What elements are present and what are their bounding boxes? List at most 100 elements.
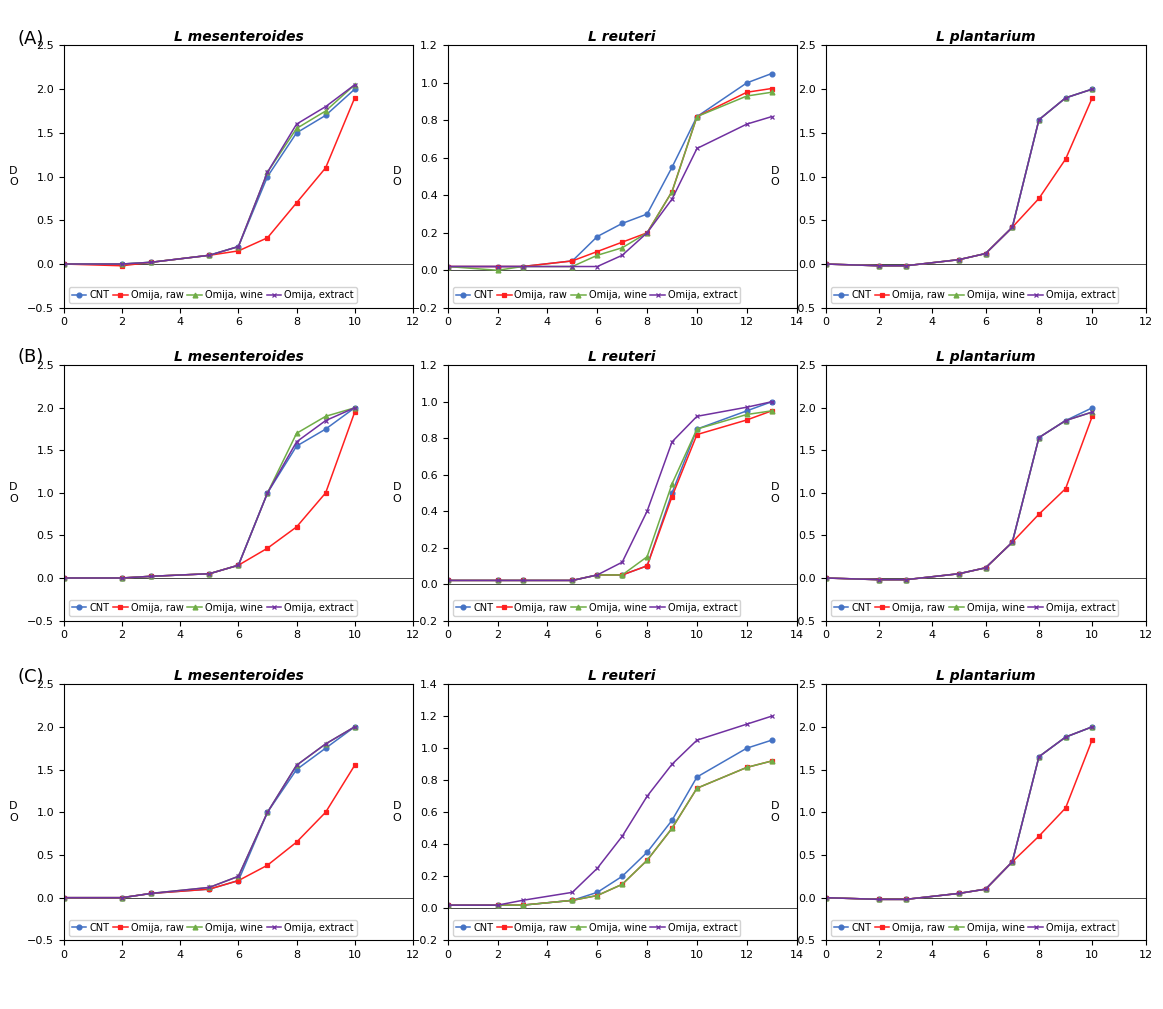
Omija, extract <box>765 396 779 408</box>
Omija, extract <box>591 863 605 875</box>
CNT <box>1005 221 1019 233</box>
Omija, extract <box>872 574 886 586</box>
CNT <box>491 899 505 911</box>
Omija, extract <box>1058 731 1072 743</box>
Y-axis label: D
O: D O <box>9 165 17 188</box>
Omija, wine <box>319 105 333 117</box>
CNT <box>899 893 913 905</box>
Omija, wine <box>515 260 529 272</box>
Omija, wine <box>319 411 333 423</box>
Line: CNT: CNT <box>62 87 357 266</box>
Omija, wine <box>1085 83 1099 95</box>
Y-axis label: D
O: D O <box>771 482 779 503</box>
Omija, extract <box>144 256 158 268</box>
CNT <box>261 171 274 183</box>
Omija, extract <box>441 574 455 586</box>
Omija, wine <box>952 887 966 899</box>
Title: L mesenteroides: L mesenteroides <box>173 669 304 683</box>
Legend: CNT, Omija, raw, Omija, wine, Omija, extract: CNT, Omija, raw, Omija, wine, Omija, ext… <box>830 287 1119 303</box>
Line: Omija, wine: Omija, wine <box>445 409 775 583</box>
CNT <box>978 247 992 259</box>
CNT <box>348 720 362 733</box>
CNT <box>872 893 886 905</box>
Omija, extract <box>1032 751 1046 763</box>
Omija, wine <box>261 166 274 179</box>
Omija, extract <box>144 887 158 899</box>
Omija, raw <box>819 258 833 270</box>
Omija, extract <box>665 436 679 448</box>
CNT <box>819 258 833 270</box>
Omija, raw <box>319 806 333 818</box>
CNT <box>144 256 158 268</box>
Omija, raw <box>819 892 833 904</box>
Omija, wine <box>290 759 304 771</box>
Omija, extract <box>231 559 245 571</box>
CNT <box>231 559 245 571</box>
Omija, extract <box>690 735 704 747</box>
Omija, extract <box>565 574 579 586</box>
Legend: CNT, Omija, raw, Omija, wine, Omija, extract: CNT, Omija, raw, Omija, wine, Omija, ext… <box>69 599 357 615</box>
Omija, extract <box>144 570 158 582</box>
CNT <box>952 887 966 899</box>
Omija, wine <box>640 551 654 563</box>
Legend: CNT, Omija, raw, Omija, wine, Omija, extract: CNT, Omija, raw, Omija, wine, Omija, ext… <box>830 919 1119 935</box>
CNT <box>1032 432 1046 444</box>
CNT <box>202 568 216 580</box>
Omija, extract <box>515 894 529 906</box>
Omija, wine <box>202 249 216 261</box>
Omija, wine <box>899 574 913 586</box>
CNT <box>872 574 886 586</box>
Omija, extract <box>872 259 886 271</box>
Omija, raw <box>144 256 158 268</box>
CNT <box>115 892 129 904</box>
Line: Omija, extract: Omija, extract <box>445 713 775 907</box>
Omija, wine <box>144 256 158 268</box>
Legend: CNT, Omija, raw, Omija, wine, Omija, extract: CNT, Omija, raw, Omija, wine, Omija, ext… <box>830 599 1119 615</box>
Omija, wine <box>231 240 245 252</box>
Omija, extract <box>515 574 529 586</box>
Omija, raw <box>591 245 605 257</box>
Omija, raw <box>640 855 654 867</box>
Legend: CNT, Omija, raw, Omija, wine, Omija, extract: CNT, Omija, raw, Omija, wine, Omija, ext… <box>452 599 741 615</box>
CNT <box>261 806 274 818</box>
Omija, wine <box>740 409 754 421</box>
Omija, raw <box>57 258 71 270</box>
Omija, extract <box>1005 221 1019 233</box>
CNT <box>591 886 605 898</box>
Omija, extract <box>231 870 245 882</box>
Omija, raw <box>441 899 455 911</box>
Omija, extract <box>819 572 833 584</box>
CNT <box>441 260 455 272</box>
Omija, wine <box>115 892 129 904</box>
Omija, wine <box>872 259 886 271</box>
CNT <box>231 875 245 887</box>
CNT <box>740 77 754 89</box>
Omija, wine <box>765 405 779 417</box>
Omija, raw <box>565 894 579 906</box>
CNT <box>740 405 754 417</box>
Title: L mesenteroides: L mesenteroides <box>173 350 304 364</box>
Omija, wine <box>665 822 679 834</box>
CNT <box>665 814 679 826</box>
Omija, extract <box>740 118 754 130</box>
Line: Omija, raw: Omija, raw <box>823 414 1094 582</box>
Omija, raw <box>872 893 886 905</box>
Omija, wine <box>740 762 754 774</box>
CNT <box>978 883 992 895</box>
Omija, raw <box>615 569 629 581</box>
Omija, extract <box>1005 856 1019 868</box>
Line: CNT: CNT <box>445 738 775 907</box>
Omija, wine <box>640 855 654 867</box>
Omija, extract <box>1032 432 1046 444</box>
Omija, wine <box>665 186 679 198</box>
CNT <box>290 764 304 776</box>
CNT <box>615 217 629 229</box>
Omija, raw <box>899 893 913 905</box>
Line: Omija, extract: Omija, extract <box>62 406 357 580</box>
Y-axis label: D
O: D O <box>771 165 779 188</box>
CNT <box>765 68 779 80</box>
Omija, extract <box>57 892 71 904</box>
Omija, extract <box>978 562 992 574</box>
Omija, wine <box>690 423 704 435</box>
CNT <box>290 127 304 139</box>
